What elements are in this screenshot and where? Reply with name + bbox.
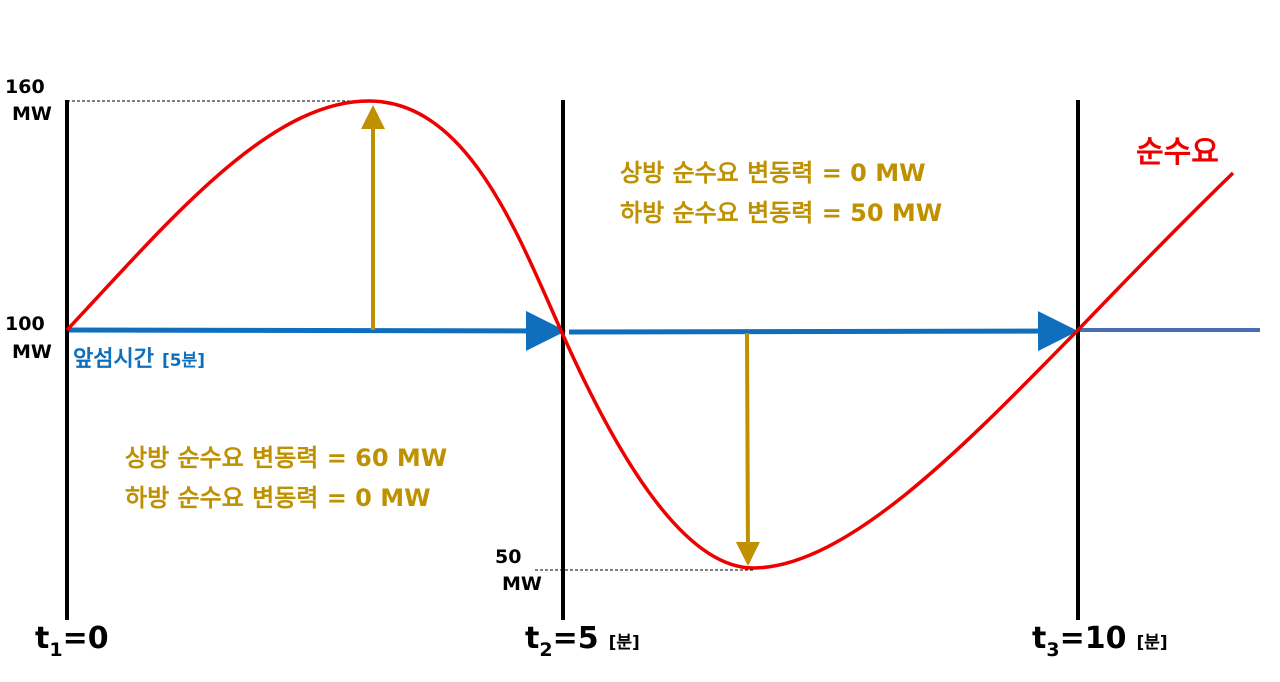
curve-label-text: 순수요 (1136, 135, 1219, 170)
note: 상방 순수요 변동력 = 60 MW 하방 순수요 변동력 = 0 MW (125, 444, 447, 512)
level-label: 100 MW (5, 313, 52, 363)
note-up: 상방 순수요 변동력 = 0 MW (620, 159, 926, 187)
note: 상방 순수요 변동력 = 0 MW 하방 순수요 변동력 = 50 MW (620, 159, 942, 227)
level-value: 160 (5, 76, 45, 98)
time-label: t1=0 (35, 621, 109, 661)
time-unit: [분] (609, 633, 640, 653)
time-var: t (525, 621, 539, 656)
level-value: 100 (5, 313, 45, 335)
lead-time-unit: [5분] (162, 351, 205, 371)
time-sub: 1 (49, 639, 62, 661)
time-arrow (568, 311, 1078, 352)
curve-label: 순수요 (1136, 135, 1219, 170)
time-sub: 3 (1046, 639, 1059, 661)
net-demand-curve (65, 99, 1235, 570)
level-label: 160 MW (5, 76, 52, 125)
time-value: =0 (63, 621, 109, 656)
time-var: t (35, 621, 49, 656)
time-sub: 2 (539, 639, 552, 661)
note-down: 하방 순수요 변동력 = 50 MW (620, 199, 942, 227)
level-label: 50 MW (495, 546, 542, 595)
level-unit: MW (12, 103, 52, 125)
down-arrow (735, 332, 760, 566)
time-unit: [분] (1136, 633, 1167, 653)
note-down: 하방 순수요 변동력 = 0 MW (125, 484, 431, 512)
time-arrow (66, 310, 566, 351)
time-var: t (1032, 621, 1046, 656)
level-unit: MW (502, 573, 542, 595)
time-value: =5 (553, 621, 599, 656)
time-label: t3=10 [분] (1032, 621, 1168, 661)
time-value: =10 (1060, 621, 1127, 656)
note-up: 상방 순수요 변동력 = 60 MW (125, 444, 447, 472)
time-label: t2=5 [분] (525, 621, 640, 661)
lead-time: 앞섬시간 [5분] (73, 347, 205, 372)
level-unit: MW (12, 341, 52, 363)
level-value: 50 (495, 546, 521, 568)
lead-time-label: 앞섬시간 (73, 347, 154, 372)
